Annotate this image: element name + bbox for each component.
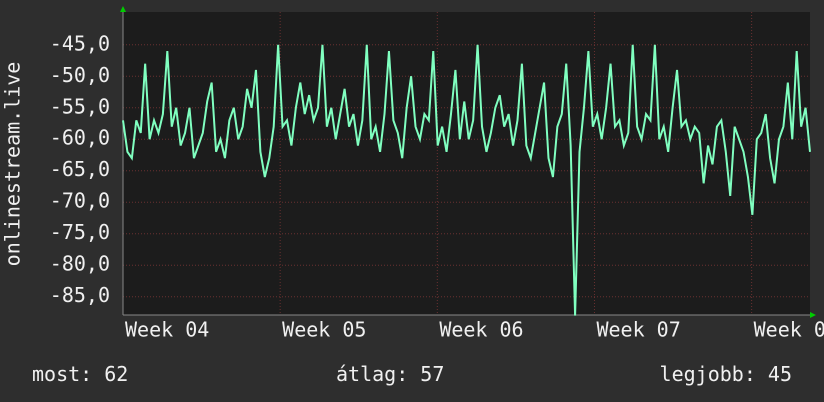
y-tick-label: -55,0 <box>50 94 110 118</box>
stat: most: 62 <box>32 362 128 386</box>
y-tick-label: -50,0 <box>50 63 110 87</box>
stat-label: legjobb: <box>660 362 756 386</box>
y-tick-label: -60,0 <box>50 126 110 150</box>
y-tick-label: -70,0 <box>50 189 110 213</box>
x-tick-label: Week 04 <box>125 318 209 342</box>
x-tick-label: Week 05 <box>282 318 366 342</box>
stat: átlag: 57 <box>336 362 444 386</box>
x-tick-label: Week 0 <box>754 318 824 342</box>
stat-value: 45 <box>768 362 792 386</box>
plot-area <box>123 12 810 315</box>
y-arrow <box>120 6 126 12</box>
x-tick-label: Week 07 <box>596 318 680 342</box>
y-tick-label: -65,0 <box>50 157 110 181</box>
x-arrow <box>810 312 816 318</box>
stats: most: 62 átlag: 57 legjobb: 45 <box>32 362 792 386</box>
stat-label: most: <box>32 362 92 386</box>
stat-value: 57 <box>420 362 444 386</box>
y-tick-label: -75,0 <box>50 220 110 244</box>
stat-value: 62 <box>104 362 128 386</box>
data-line <box>122 44 811 316</box>
x-tick-label: Week 06 <box>439 318 523 342</box>
y-tick-label: -80,0 <box>50 252 110 276</box>
y-tick-label: -45,0 <box>50 31 110 55</box>
y-axis-label: onlinestream.live <box>1 62 25 267</box>
stat-label: átlag: <box>336 362 408 386</box>
y-tick-label: -85,0 <box>50 283 110 307</box>
stat: legjobb: 45 <box>660 362 792 386</box>
